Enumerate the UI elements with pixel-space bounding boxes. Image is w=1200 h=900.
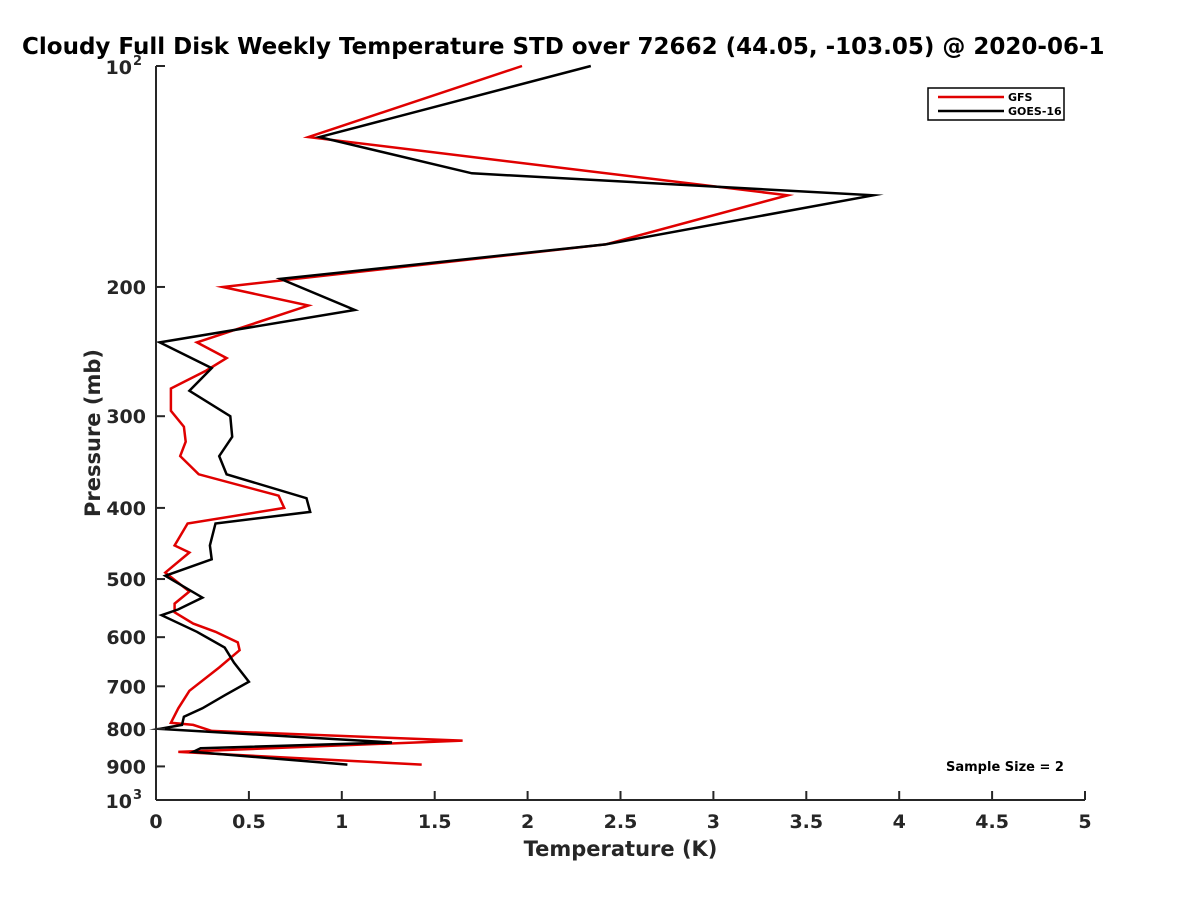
y-tick-label: 200 (106, 277, 146, 299)
series-line-gfs (163, 64, 795, 766)
x-tick-label: 1 (335, 811, 348, 833)
y-tick-label-power: 10 3 (106, 788, 143, 813)
x-tick-label: 0.5 (232, 811, 266, 833)
y-tick-label-power: 10 2 (106, 54, 143, 79)
x-tick-label: 3 (707, 811, 720, 833)
x-axis-label: Temperature (K) (524, 837, 718, 861)
y-tick-label: 300 (106, 406, 146, 428)
y-tick-label: 500 (106, 569, 146, 591)
series-line-goes-16 (149, 64, 884, 766)
legend-box (927, 87, 1065, 121)
y-tick-label: 600 (106, 627, 146, 649)
x-tick-label: 2.5 (604, 811, 638, 833)
x-tick-label: 3.5 (789, 811, 823, 833)
legend-label: GFS (1008, 91, 1033, 104)
legend-label: GOES-16 (1008, 105, 1062, 118)
sample-size-annotation: Sample Size = 2 (946, 760, 1064, 775)
y-tick-exponent: 3 (133, 788, 142, 803)
plot-area (149, 64, 884, 766)
y-tick-base: 10 (106, 791, 132, 813)
x-tick-label: 2 (521, 811, 534, 833)
y-tick-label: 400 (106, 498, 146, 520)
x-tick-label: 1.5 (418, 811, 452, 833)
y-tick-label: 800 (106, 719, 146, 741)
x-tick-label: 5 (1078, 811, 1091, 833)
x-axis-ticks: 0 0.5 1 1.5 2 2.5 3 3.5 4 4.5 5 (149, 791, 1092, 833)
x-tick-label: 4 (893, 811, 906, 833)
y-tick-exponent: 2 (133, 54, 142, 69)
y-tick-label: 700 (106, 676, 146, 698)
y-tick-label: 900 (106, 756, 146, 778)
chart-title: Cloudy Full Disk Weekly Temperature STD … (22, 34, 1105, 60)
x-tick-label: 4.5 (975, 811, 1009, 833)
x-tick-label: 0 (149, 811, 162, 833)
y-tick-base: 10 (106, 57, 132, 79)
y-axis-label: Pressure (mb) (81, 349, 105, 517)
